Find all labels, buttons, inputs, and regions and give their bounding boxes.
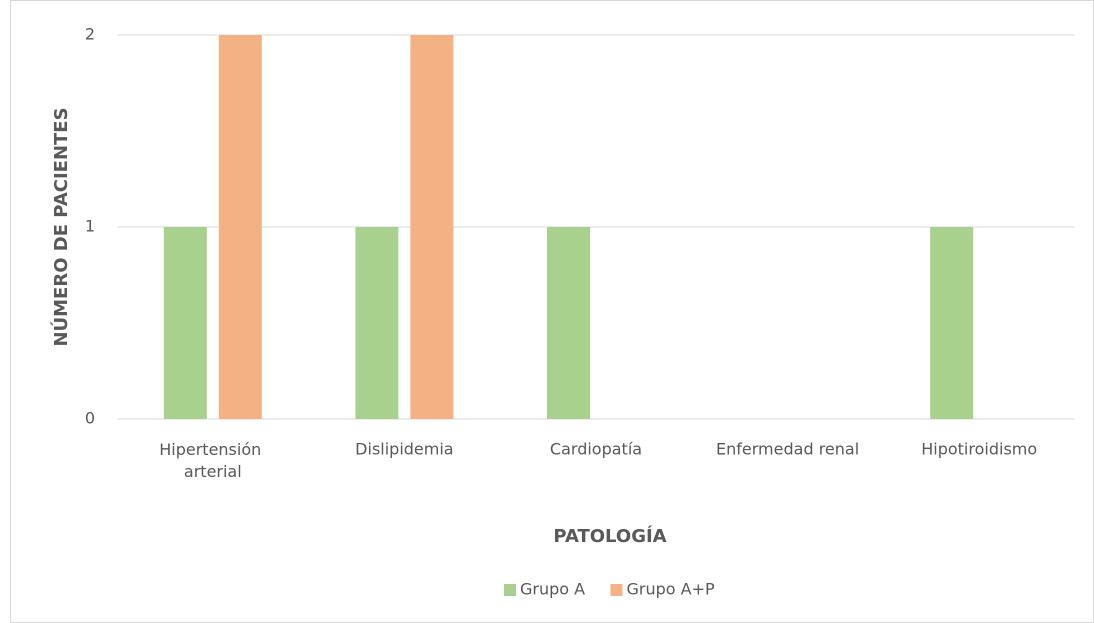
x-tick-label: Dislipidemia <box>355 440 453 459</box>
bar <box>547 227 590 419</box>
legend-label: Grupo A+P <box>627 580 716 599</box>
bar <box>355 227 399 419</box>
legend-label: Grupo A <box>520 580 585 599</box>
y-tick-label: 1 <box>85 217 95 236</box>
bar <box>163 227 207 419</box>
x-tick-label: Cardiopatía <box>550 440 642 459</box>
x-tick-line: arterial <box>184 462 242 481</box>
y-tick-label: 2 <box>85 25 95 44</box>
bar <box>410 35 454 419</box>
legend-swatch <box>504 584 516 596</box>
y-tick-label: 0 <box>85 409 95 428</box>
x-tick-label: Hipotiroidismo <box>921 440 1037 459</box>
bar <box>218 35 262 419</box>
x-axis-title: PATOLOGÍA <box>553 525 666 547</box>
x-tick-label: Enfermedad renal <box>716 440 859 459</box>
legend-swatch <box>610 584 623 596</box>
bar <box>930 227 974 419</box>
y-axis-title: NÚMERO DE PACIENTES <box>50 107 72 346</box>
x-tick-label: Hipertensión arterial <box>159 440 266 481</box>
x-tick-line: Hipertensión <box>159 440 266 459</box>
